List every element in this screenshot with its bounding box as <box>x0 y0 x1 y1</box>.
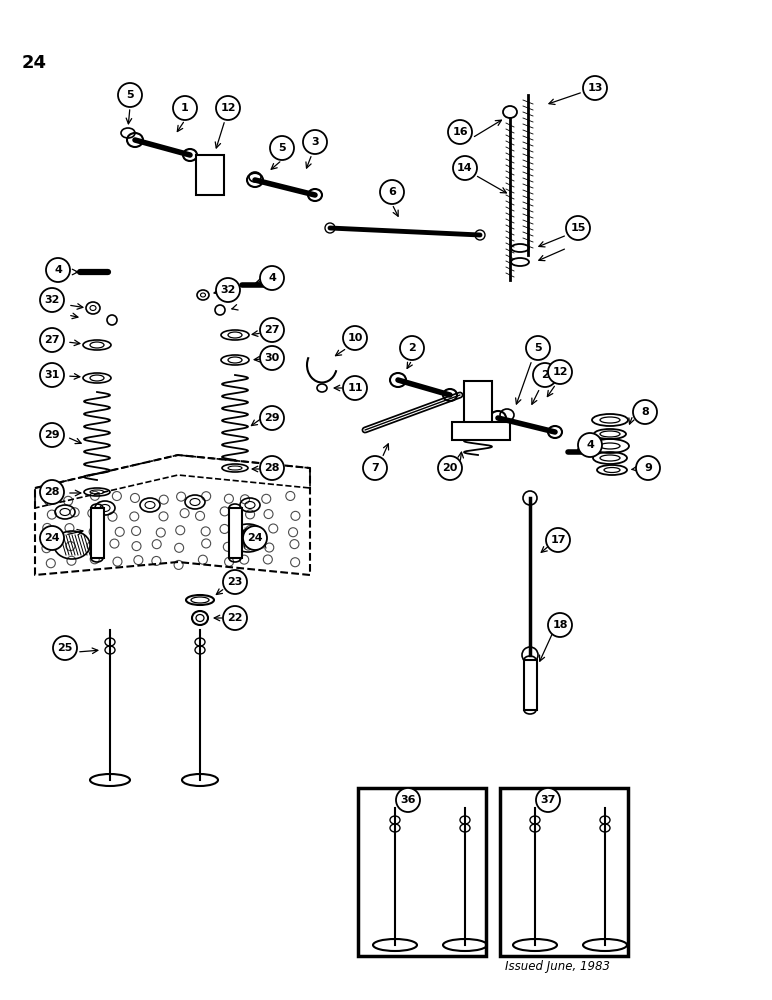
Text: 36: 36 <box>400 795 416 805</box>
Text: 15: 15 <box>571 223 586 233</box>
Circle shape <box>566 216 590 240</box>
Text: 16: 16 <box>452 127 468 137</box>
Bar <box>500 788 628 956</box>
Text: 3: 3 <box>311 137 319 147</box>
Circle shape <box>380 180 404 204</box>
Bar <box>524 660 537 710</box>
Circle shape <box>40 480 64 504</box>
Circle shape <box>448 120 472 144</box>
Circle shape <box>548 360 572 384</box>
Bar <box>358 788 486 956</box>
Circle shape <box>396 788 420 812</box>
Bar <box>196 155 224 195</box>
Text: 32: 32 <box>220 285 235 295</box>
Circle shape <box>243 526 267 550</box>
Text: 14: 14 <box>457 163 472 173</box>
Text: 1: 1 <box>181 103 189 113</box>
Circle shape <box>438 456 462 480</box>
Circle shape <box>260 456 284 480</box>
Circle shape <box>548 613 572 637</box>
Bar <box>229 508 242 558</box>
Circle shape <box>546 528 570 552</box>
Text: 25: 25 <box>57 643 73 653</box>
Text: 32: 32 <box>44 295 59 305</box>
Text: 4: 4 <box>54 265 62 275</box>
Circle shape <box>40 328 64 352</box>
Text: 24: 24 <box>247 533 262 543</box>
Text: 31: 31 <box>44 370 59 380</box>
Text: 4: 4 <box>586 440 594 450</box>
Text: 30: 30 <box>264 353 279 363</box>
Text: 12: 12 <box>220 103 235 113</box>
Circle shape <box>363 456 387 480</box>
Circle shape <box>46 258 70 282</box>
Text: 5: 5 <box>534 343 542 353</box>
Circle shape <box>453 156 477 180</box>
Circle shape <box>223 570 247 594</box>
Text: 10: 10 <box>347 333 363 343</box>
Text: 23: 23 <box>227 577 242 587</box>
Text: 20: 20 <box>442 463 458 473</box>
Text: 9: 9 <box>644 463 652 473</box>
Polygon shape <box>452 422 510 440</box>
Text: 12: 12 <box>552 367 567 377</box>
Text: 28: 28 <box>44 487 59 497</box>
Circle shape <box>343 376 367 400</box>
Circle shape <box>216 96 240 120</box>
Text: 29: 29 <box>44 430 59 440</box>
Circle shape <box>536 788 560 812</box>
Circle shape <box>216 278 240 302</box>
Circle shape <box>223 606 247 630</box>
Text: 37: 37 <box>540 795 556 805</box>
Bar <box>464 381 492 423</box>
Text: 11: 11 <box>347 383 363 393</box>
Circle shape <box>260 318 284 342</box>
Circle shape <box>260 266 284 290</box>
Text: 2: 2 <box>408 343 416 353</box>
Text: 27: 27 <box>264 325 279 335</box>
Text: 13: 13 <box>587 83 603 93</box>
Circle shape <box>118 83 142 107</box>
Text: 7: 7 <box>371 463 379 473</box>
Circle shape <box>40 288 64 312</box>
Text: 17: 17 <box>550 535 566 545</box>
Text: 24: 24 <box>22 54 47 72</box>
Circle shape <box>260 346 284 370</box>
Text: 8: 8 <box>641 407 649 417</box>
Circle shape <box>40 526 64 550</box>
Circle shape <box>526 336 550 360</box>
Circle shape <box>53 636 77 660</box>
Text: 6: 6 <box>388 187 396 197</box>
Text: 22: 22 <box>227 613 242 623</box>
Circle shape <box>633 400 657 424</box>
Circle shape <box>40 423 64 447</box>
Text: 4: 4 <box>268 273 276 283</box>
Circle shape <box>40 363 64 387</box>
Text: 28: 28 <box>264 463 279 473</box>
Text: 18: 18 <box>552 620 567 630</box>
Circle shape <box>303 130 327 154</box>
Circle shape <box>343 326 367 350</box>
Circle shape <box>533 363 557 387</box>
Bar <box>91 508 104 558</box>
Text: 27: 27 <box>44 335 59 345</box>
Text: Issued June, 1983: Issued June, 1983 <box>505 960 610 973</box>
Text: 29: 29 <box>264 413 279 423</box>
Text: 24: 24 <box>44 533 59 543</box>
Circle shape <box>270 136 294 160</box>
Text: 2: 2 <box>541 370 549 380</box>
Circle shape <box>400 336 424 360</box>
Circle shape <box>583 76 607 100</box>
Circle shape <box>636 456 660 480</box>
Text: 5: 5 <box>126 90 134 100</box>
Text: 5: 5 <box>278 143 286 153</box>
Circle shape <box>260 406 284 430</box>
Circle shape <box>578 433 602 457</box>
Circle shape <box>173 96 197 120</box>
